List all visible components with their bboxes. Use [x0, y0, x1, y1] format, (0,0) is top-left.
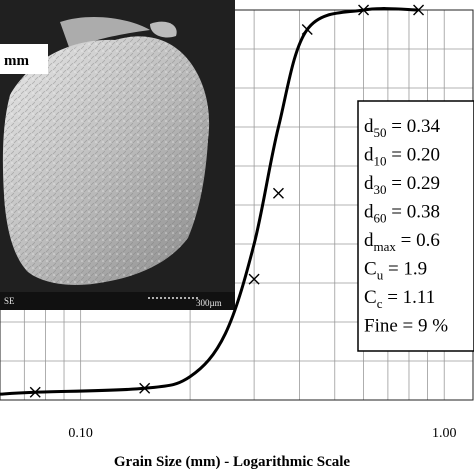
stat-line: d30 = 0.29: [364, 173, 440, 197]
stat-line: d10 = 0.20: [364, 145, 440, 169]
x-axis-title: Grain Size (mm) - Logarithmic Scale: [114, 454, 351, 470]
stat-line: d50 = 0.34: [364, 116, 440, 140]
x-tick-label: 0.10: [68, 426, 93, 441]
x-tick-label: 1.00: [432, 426, 457, 441]
inset-info-bar: [0, 292, 235, 310]
data-point-marker: [358, 4, 370, 16]
series-line: [0, 7, 419, 396]
inset-scale-label: 300µm: [196, 298, 222, 308]
data-point-marker: [413, 4, 425, 16]
data-point-marker: [248, 273, 260, 285]
data-point-marker: [301, 24, 313, 35]
inset-detector-label: SE: [4, 296, 15, 306]
stats-box: d50 = 0.34 d10 = 0.20 d30 = 0.29 d60 = 0.38…: [357, 100, 474, 352]
tick-labels: 0.10 1.00: [68, 426, 456, 441]
stat-line: d60 = 0.38: [364, 202, 440, 226]
sem-inset-image: mm SE 300µm: [0, 0, 235, 310]
data-point-marker: [139, 382, 151, 394]
stat-line: Cc = 1.11: [364, 287, 435, 311]
stat-line: Cu = 1.9: [364, 259, 427, 283]
data-point-marker: [29, 386, 41, 398]
stat-line: Fine = 9 %: [364, 316, 448, 337]
stat-line: dmax = 0.6: [364, 230, 440, 254]
inset-caption: mm: [4, 53, 29, 69]
series-layer: [0, 4, 425, 398]
inset-caption-box: [0, 44, 48, 74]
data-point-marker: [272, 187, 284, 199]
